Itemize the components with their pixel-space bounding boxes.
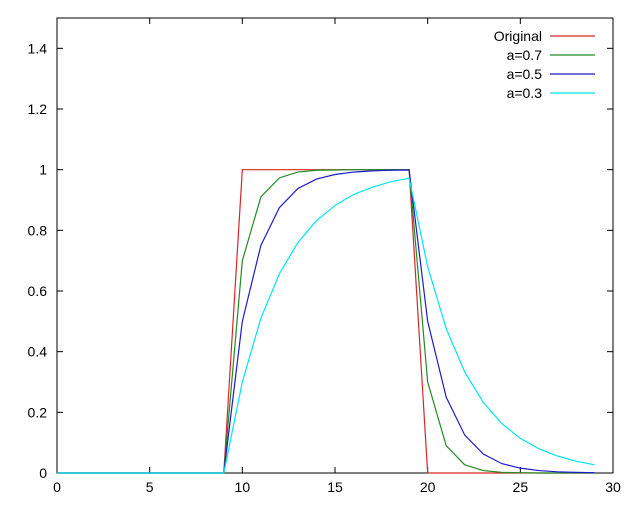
y-tick-label: 0: [39, 465, 47, 481]
series-line-a-0-5: [57, 169, 595, 474]
legend: Original a=0.7 a=0.5 a=0.3: [494, 28, 595, 101]
y-tick-label: 1.2: [28, 101, 48, 117]
y-tick-label: 0.4: [28, 344, 48, 360]
axis-ticks: 0 5 10 15 20 25 30 0 0.2 0.4 0.6 0.8 1 1.2 1.4: [28, 18, 621, 495]
legend-label-a-0-7: a=0.7: [507, 47, 543, 63]
y-tick-label: 0.6: [28, 283, 48, 299]
x-tick-label: 0: [53, 479, 61, 495]
y-tick-label: 0.2: [28, 404, 48, 420]
series-line-original: [57, 169, 595, 474]
x-tick-label: 5: [146, 479, 154, 495]
x-tick-label: 30: [605, 479, 621, 495]
y-tick-label: 1.4: [28, 40, 48, 56]
legend-label-original: Original: [494, 28, 542, 44]
y-tick-label: 1: [39, 162, 47, 178]
legend-label-a-0-3: a=0.3: [507, 85, 543, 101]
series-lines: [57, 169, 595, 474]
x-tick-label: 20: [420, 479, 436, 495]
legend-label-a-0-5: a=0.5: [507, 66, 543, 82]
y-tick-label: 0.8: [28, 222, 48, 238]
x-tick-label: 25: [513, 479, 529, 495]
series-line-a-0-7: [57, 169, 595, 474]
x-tick-label: 15: [327, 479, 343, 495]
series-line-a-0-3: [57, 177, 595, 474]
x-tick-label: 10: [235, 479, 251, 495]
